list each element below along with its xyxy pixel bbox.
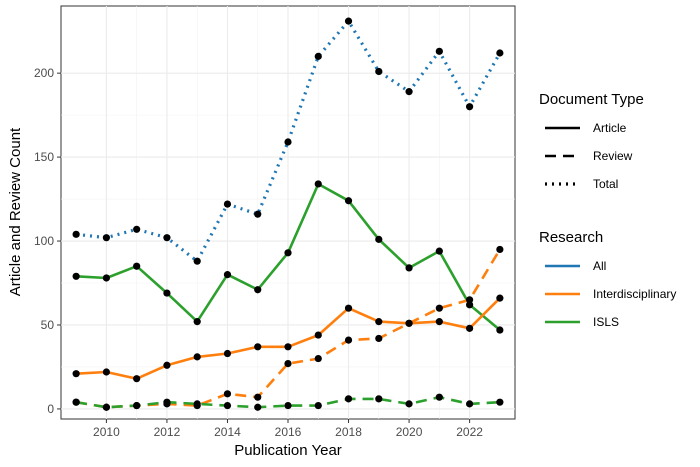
data-point: [466, 324, 474, 332]
data-point: [163, 234, 171, 242]
data-point: [102, 274, 110, 282]
data-point: [254, 210, 262, 218]
data-point: [405, 88, 413, 96]
x-tick-label: 2022: [456, 425, 483, 439]
data-point: [435, 393, 443, 401]
series-line-interdisciplinary-review: [75, 248, 502, 409]
data-point: [466, 296, 474, 304]
y-tick-label: 50: [41, 318, 55, 332]
data-point: [344, 336, 353, 344]
x-tick-label: 2018: [335, 425, 362, 439]
legend-title: Document Type: [539, 91, 644, 108]
data-point: [435, 247, 443, 255]
data-point: [102, 234, 110, 242]
data-point: [254, 343, 262, 351]
legend: Document Type Article Review Total Research A…: [539, 91, 676, 329]
data-point: [133, 401, 141, 410]
data-point: [435, 318, 443, 326]
data-point: [133, 262, 141, 270]
data-point: [496, 326, 504, 334]
legend-title: Research: [539, 229, 603, 246]
legend-label: ISLS: [593, 315, 619, 329]
data-point: [193, 353, 201, 361]
data-point: [375, 235, 383, 243]
data-point: [314, 354, 322, 363]
data-points: [72, 17, 504, 411]
data-point: [223, 271, 232, 279]
data-point: [72, 230, 80, 238]
data-point: [344, 17, 353, 25]
data-point: [496, 245, 504, 254]
data-point: [344, 197, 353, 205]
y-tick-label: 200: [34, 66, 54, 80]
data-point: [314, 331, 322, 339]
data-point: [405, 264, 413, 272]
data-point: [314, 52, 322, 60]
y-tick-label: 100: [34, 234, 54, 248]
legend-label: Review: [593, 149, 633, 163]
y-tick-label: 0: [47, 402, 54, 416]
data-point: [163, 361, 171, 369]
data-point: [102, 403, 110, 411]
data-point: [496, 49, 504, 57]
data-point: [223, 401, 232, 410]
data-point: [466, 103, 474, 111]
data-point: [405, 400, 413, 408]
data-point: [72, 398, 80, 406]
data-point: [375, 395, 383, 403]
data-point: [102, 368, 110, 376]
data-point: [466, 400, 474, 408]
data-point: [72, 370, 80, 378]
data-point: [163, 289, 171, 297]
data-point: [163, 398, 171, 406]
data-point: [375, 334, 383, 343]
data-point: [193, 400, 201, 408]
data-point: [223, 349, 232, 358]
data-point: [193, 318, 201, 326]
x-tick-label: 2016: [275, 425, 302, 439]
data-point: [344, 304, 353, 312]
data-point: [284, 249, 292, 257]
data-point: [254, 286, 262, 294]
data-point: [375, 67, 383, 76]
data-point: [284, 359, 292, 368]
x-tick-label: 2010: [93, 425, 120, 439]
data-point: [314, 180, 322, 188]
data-point: [72, 272, 80, 280]
y-axis-title: Article and Review Count: [7, 127, 24, 296]
data-point: [496, 294, 504, 302]
legend-label: Article: [593, 121, 627, 135]
data-point: [284, 343, 292, 351]
x-axis-ticks: 2010 2012 2014 2016 2018 2020 2022: [93, 419, 483, 439]
data-point: [466, 301, 474, 309]
data-point: [375, 318, 383, 326]
y-axis-ticks: 0 50 100 150 200: [34, 66, 61, 416]
x-axis-title: Publication Year: [234, 442, 342, 459]
data-point: [223, 200, 232, 208]
data-point: [284, 138, 292, 146]
data-point: [254, 403, 262, 411]
legend-label: Total: [593, 177, 618, 191]
data-point: [193, 257, 201, 265]
x-tick-label: 2014: [214, 425, 241, 439]
data-point: [405, 319, 413, 327]
data-point: [314, 401, 322, 410]
data-point: [254, 393, 262, 401]
data-point: [223, 390, 232, 398]
data-point: [133, 225, 141, 233]
data-point: [284, 401, 292, 410]
data-point: [496, 398, 504, 406]
data-point: [435, 47, 443, 55]
data-point: [435, 304, 443, 312]
data-point: [344, 395, 353, 403]
x-tick-label: 2012: [154, 425, 181, 439]
legend-label: All: [593, 259, 606, 273]
data-point: [133, 375, 141, 383]
y-tick-label: 150: [34, 150, 54, 164]
x-tick-label: 2020: [396, 425, 423, 439]
legend-label: Interdisciplinary: [593, 287, 676, 301]
